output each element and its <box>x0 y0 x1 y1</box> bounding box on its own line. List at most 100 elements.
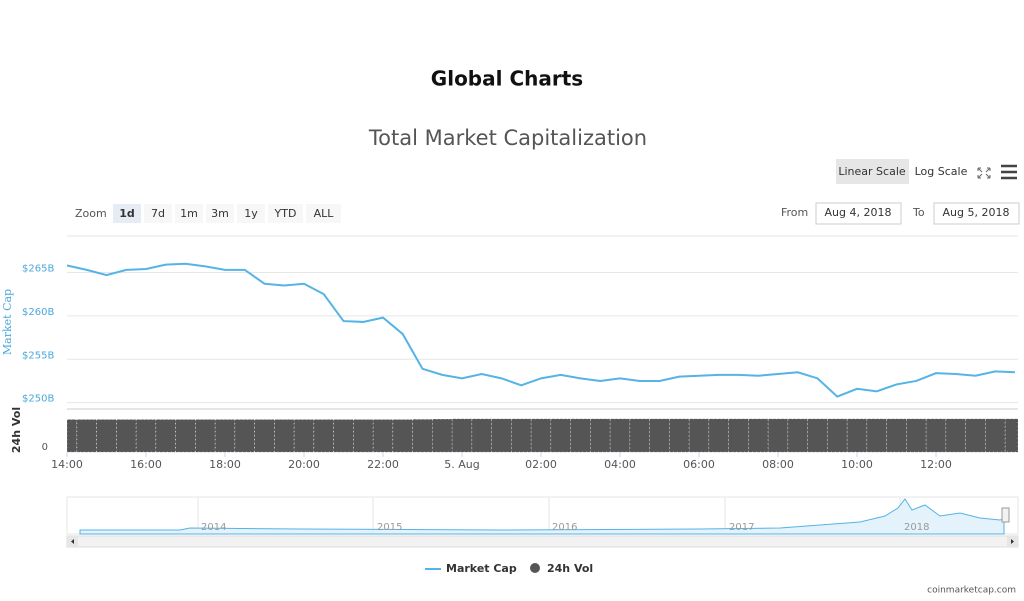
y-tick-label: $265B <box>22 263 54 274</box>
volume-bar <box>827 418 848 453</box>
x-tick-label: 16:00 <box>130 458 162 471</box>
x-tick-label: 02:00 <box>525 458 557 471</box>
to-label: To <box>912 206 925 219</box>
volume-bar <box>274 419 295 453</box>
volume-bar <box>491 418 512 453</box>
x-tick-label: 12:00 <box>920 458 952 471</box>
volume-bar <box>886 418 907 453</box>
scale-button[interactable]: Linear Scale <box>838 165 906 178</box>
navigator-label: 2017 <box>729 522 754 533</box>
zoom-button-bg[interactable] <box>175 204 203 223</box>
volume-bar <box>925 418 947 453</box>
chart-title: Total Market Capitalization <box>368 126 647 150</box>
volume-bar <box>570 418 591 453</box>
zoom-button-bg[interactable] <box>237 204 265 223</box>
zoom-button-bg[interactable] <box>268 204 303 223</box>
volume-bar <box>767 418 789 453</box>
y-tick-label: $260B <box>22 307 54 318</box>
from-label: From <box>781 206 808 219</box>
navigator-label: 2014 <box>201 522 226 533</box>
volume-bar <box>353 419 374 453</box>
navigator-label: 2016 <box>552 522 577 533</box>
volume-bar <box>649 418 670 453</box>
x-tick-label: 5. Aug <box>444 458 479 471</box>
x-tick-label: 22:00 <box>367 458 399 471</box>
market-cap-line <box>66 262 1016 398</box>
volume-bar <box>728 418 749 453</box>
y2-tick-label: 0 <box>42 442 48 453</box>
scale-button[interactable]: Log Scale <box>915 165 968 178</box>
y-tick-label: $250B <box>22 394 54 405</box>
volume-bar <box>985 418 1006 453</box>
zoom-button[interactable]: YTD <box>274 207 297 220</box>
navigator[interactable] <box>66 496 1019 548</box>
volume-bar <box>254 419 275 453</box>
volume-bar <box>195 419 216 453</box>
zoom-button-bg[interactable] <box>306 204 341 223</box>
zoom-button[interactable]: 1m <box>180 207 198 220</box>
fullscreen-icon[interactable] <box>977 167 991 179</box>
volume-bar <box>846 418 868 453</box>
volume-bar <box>748 418 769 453</box>
zoom-button[interactable]: ALL <box>314 207 335 220</box>
volume-bar <box>708 418 729 453</box>
zoom-button-bg[interactable] <box>113 204 141 223</box>
zoom-button[interactable]: 7d <box>151 207 165 220</box>
y-tick-label: $255B <box>22 350 54 361</box>
zoom-button[interactable]: 1d <box>119 207 135 220</box>
volume-bar <box>530 418 552 453</box>
volume-bar <box>945 418 966 453</box>
heading: Global Charts <box>431 67 583 91</box>
volume-bar <box>550 418 571 453</box>
volume-bar <box>392 419 413 453</box>
zoom-button-bg[interactable] <box>144 204 172 223</box>
legend-label[interactable]: 24h Vol <box>547 562 593 575</box>
volume-bar <box>688 418 710 453</box>
zoom-button[interactable]: 1y <box>244 207 258 220</box>
zoom-button[interactable]: 3m <box>211 207 229 220</box>
volume-bar <box>412 418 433 453</box>
volume-bar <box>214 419 236 453</box>
volume-bar <box>669 418 690 453</box>
volume-bar <box>66 419 78 453</box>
y-axis-label: Market Cap <box>1 289 14 355</box>
volume-bar <box>234 419 255 453</box>
x-tick-label: 20:00 <box>288 458 320 471</box>
x-tick-label: 06:00 <box>683 458 715 471</box>
volume-bar <box>866 418 887 453</box>
volume-bar <box>293 419 315 453</box>
volume-bar <box>787 418 808 453</box>
volume-bar <box>135 419 157 453</box>
volume-bar <box>807 418 828 453</box>
volume-bar <box>155 419 176 453</box>
scale-button-bg[interactable] <box>836 159 909 184</box>
volume-bar <box>372 419 394 453</box>
volume-bar <box>609 418 631 453</box>
y2-axis-label: 24h Vol <box>10 407 23 453</box>
to-input[interactable] <box>933 202 1020 225</box>
legend-dot[interactable] <box>530 563 540 573</box>
to-value[interactable]: Aug 5, 2018 <box>943 206 1010 219</box>
volume-bar <box>175 419 196 453</box>
x-tick-label: 18:00 <box>209 458 241 471</box>
menu-icon[interactable] <box>1001 164 1017 180</box>
zoom-label: Zoom <box>75 207 107 220</box>
from-input[interactable] <box>815 202 902 225</box>
volume-bar <box>116 419 137 453</box>
credit: coinmarketcap.com <box>927 586 1016 596</box>
volume-bar <box>965 418 986 453</box>
legend-label[interactable]: Market Cap <box>446 562 517 575</box>
x-tick-label: 08:00 <box>762 458 794 471</box>
volume-bar <box>333 419 354 453</box>
volume-bar <box>76 419 97 453</box>
zoom-button-bg[interactable] <box>206 204 234 223</box>
volume-bar <box>1004 418 1019 453</box>
navigator-label: 2018 <box>904 522 929 533</box>
volume-bar <box>96 419 117 453</box>
volume-bar <box>471 418 492 453</box>
navigator-label: 2015 <box>377 522 402 533</box>
x-tick-label: 04:00 <box>604 458 636 471</box>
from-value[interactable]: Aug 4, 2018 <box>825 206 892 219</box>
volume-bar <box>906 418 927 453</box>
